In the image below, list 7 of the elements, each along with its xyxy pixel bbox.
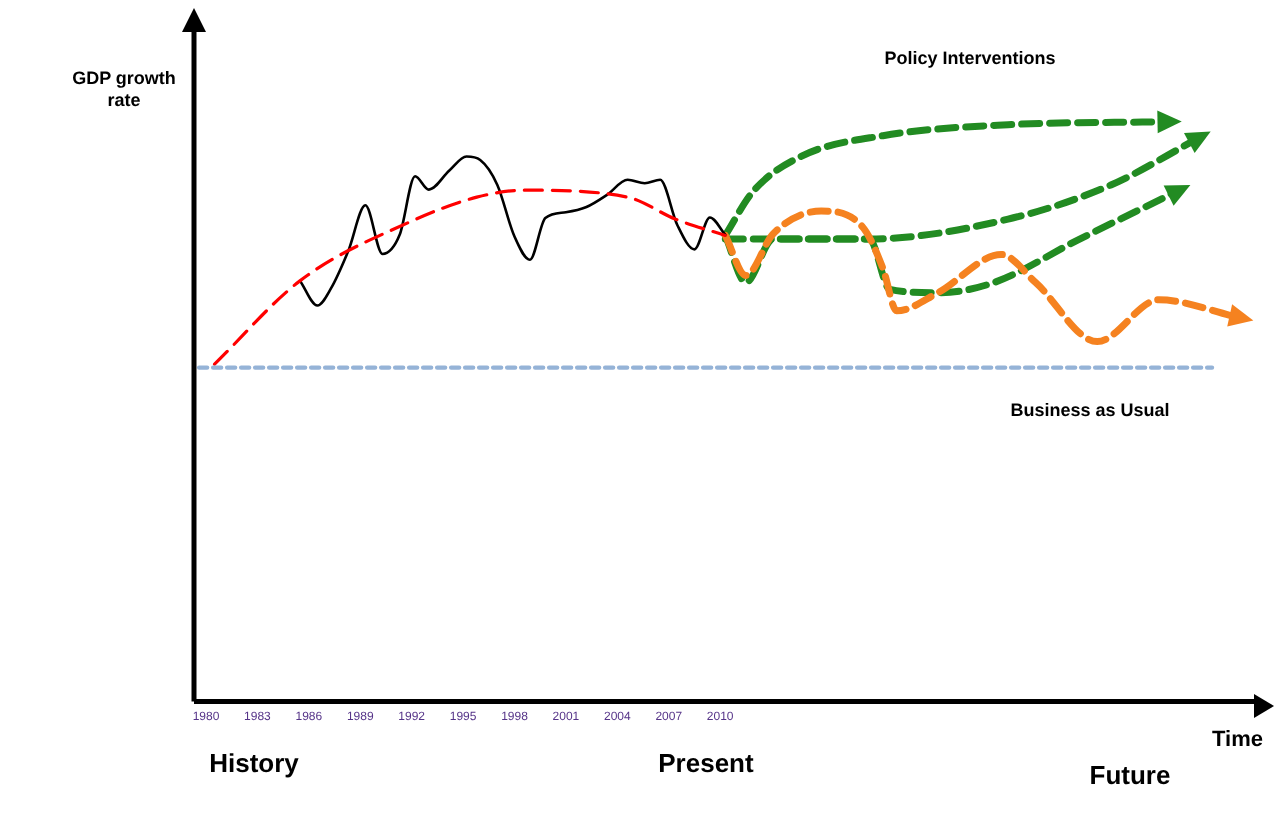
x-axis-title: Time — [1212, 728, 1265, 755]
text: History — [207, 748, 301, 780]
text: Policy Interventions — [882, 48, 1058, 70]
text: Future — [1087, 760, 1173, 792]
text: Present — [656, 748, 756, 780]
annotation: Business as Usual — [1008, 400, 1172, 422]
y-axis-title: GDP growth rate — [72, 68, 176, 112]
